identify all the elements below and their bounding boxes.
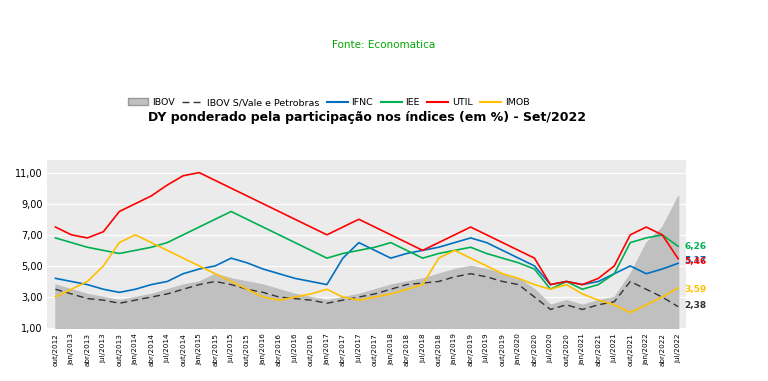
Text: 3,59: 3,59 — [684, 285, 707, 294]
Text: 6,26: 6,26 — [684, 242, 707, 251]
Title: DY ponderado pela participação nos índices (em %) - Set/2022: DY ponderado pela participação nos índic… — [147, 111, 586, 124]
Text: 5,17: 5,17 — [684, 256, 707, 266]
Text: 2,38: 2,38 — [684, 301, 707, 310]
Text: Fonte: Economatica: Fonte: Economatica — [333, 40, 435, 50]
Legend: IBOV, IBOV S/Vale e Petrobras, IFNC, IEE, UTIL, IMOB: IBOV, IBOV S/Vale e Petrobras, IFNC, IEE… — [124, 94, 533, 111]
Text: 5,46: 5,46 — [684, 257, 707, 266]
